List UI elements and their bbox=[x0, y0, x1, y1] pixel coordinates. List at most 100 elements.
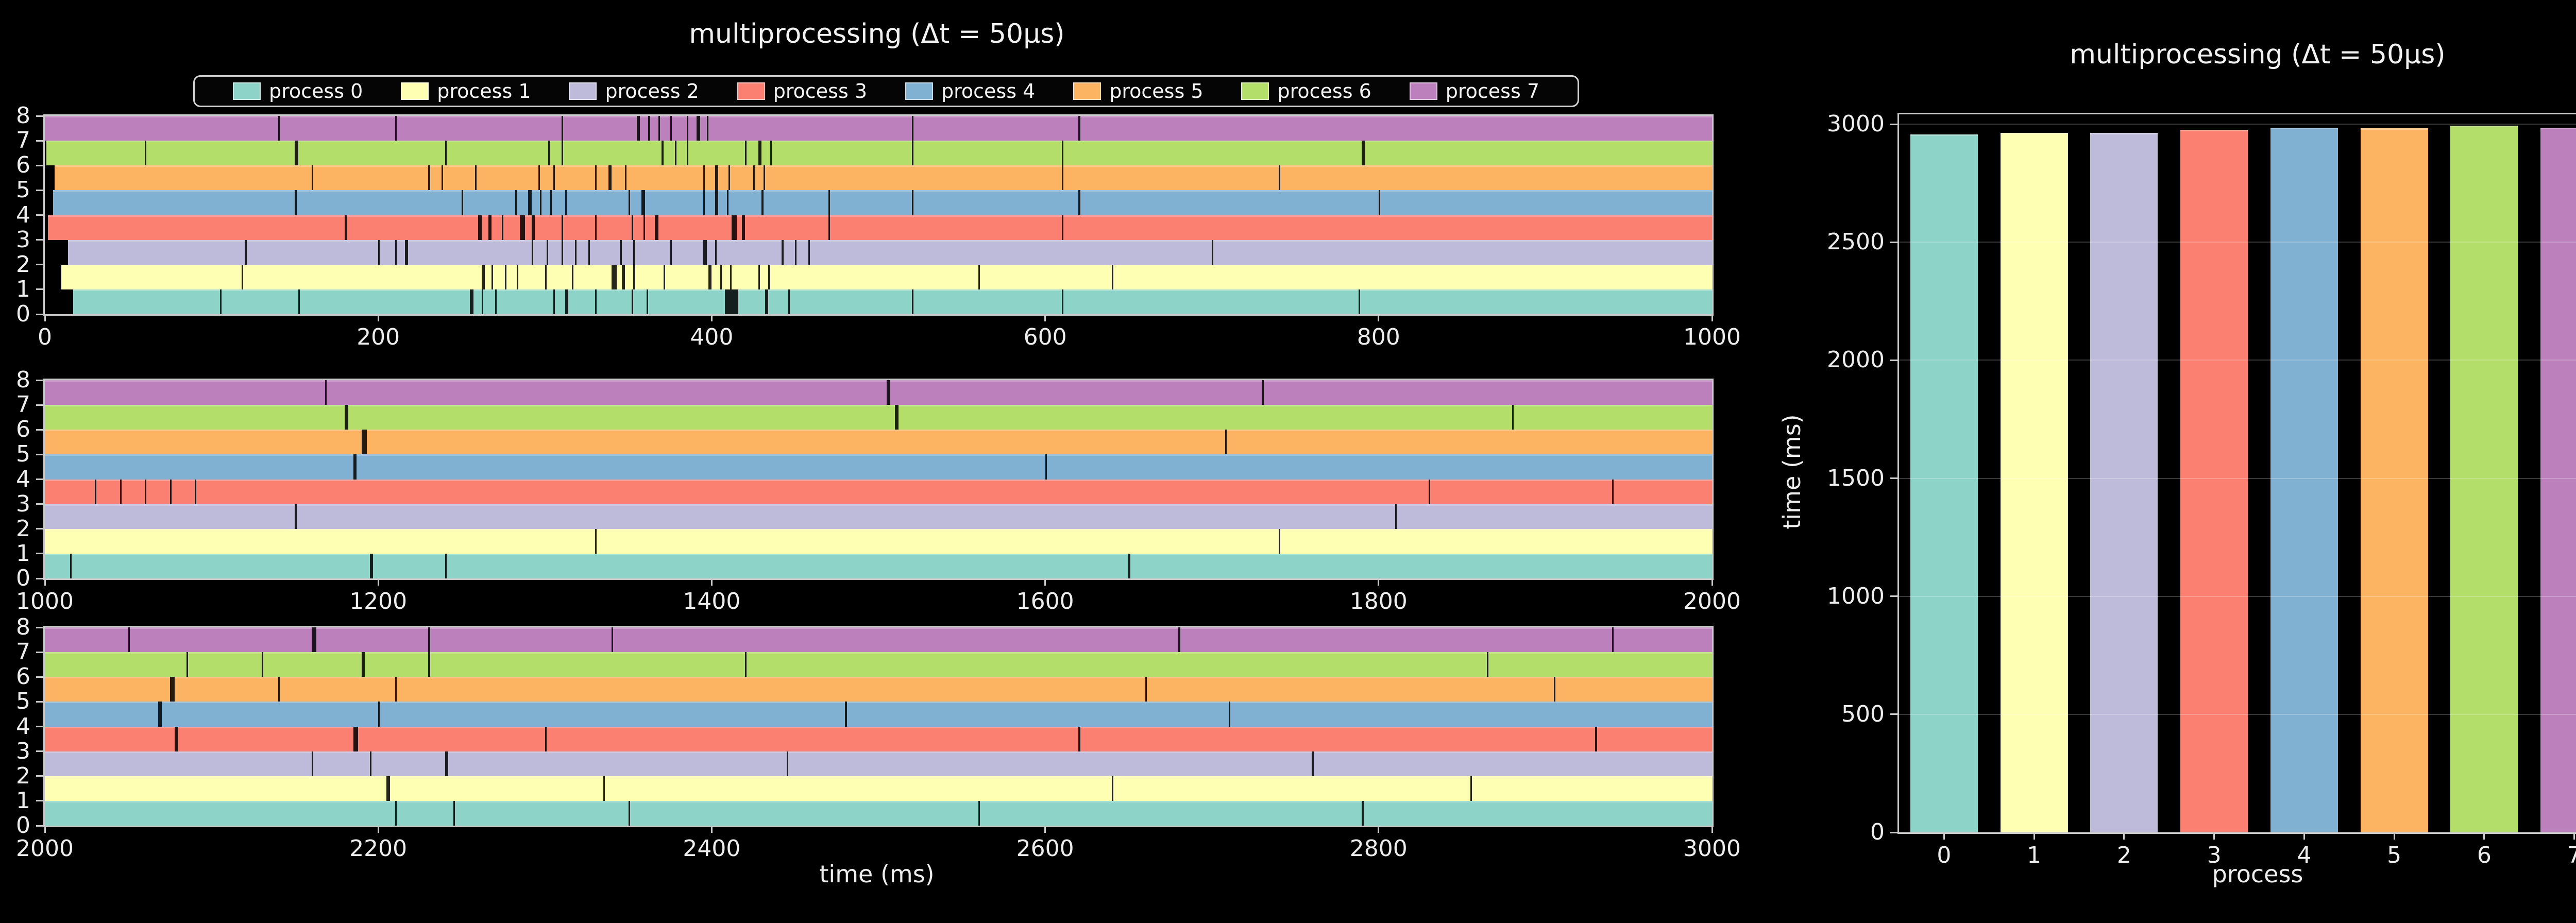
x-tick-label: 200 bbox=[357, 324, 400, 350]
scheduler-gap bbox=[295, 504, 297, 529]
y-tick bbox=[1890, 831, 1897, 833]
scheduler-gap bbox=[553, 289, 555, 314]
scheduler-gap bbox=[1553, 677, 1555, 702]
y-tick-label: 5 bbox=[16, 177, 30, 203]
y-tick bbox=[36, 553, 43, 555]
x-tick-label: 2400 bbox=[683, 835, 741, 862]
scheduler-gap bbox=[595, 528, 597, 554]
legend-swatch-process-7 bbox=[1409, 82, 1437, 100]
y-tick bbox=[36, 528, 43, 530]
scheduler-gap bbox=[311, 751, 313, 776]
gridline bbox=[1899, 595, 2576, 597]
legend-item-label: process 6 bbox=[1277, 80, 1371, 102]
scheduler-gap bbox=[562, 240, 564, 265]
scheduler-gap bbox=[562, 215, 564, 240]
y-tick-label: 7 bbox=[16, 639, 30, 665]
legend-swatch-process-4 bbox=[905, 82, 933, 100]
x-tick-label: 0 bbox=[38, 324, 52, 350]
plot-area bbox=[45, 380, 1712, 578]
y-tick bbox=[1890, 713, 1897, 715]
scheduler-gap bbox=[1112, 776, 1114, 801]
x-tick-label: 7 bbox=[2567, 842, 2576, 868]
scheduler-gap bbox=[720, 264, 722, 289]
scheduler-gap bbox=[378, 240, 380, 265]
y-tick bbox=[36, 379, 43, 381]
scheduler-gap bbox=[492, 264, 494, 289]
scheduler-gap bbox=[625, 165, 627, 191]
y-tick-label: 4 bbox=[16, 201, 30, 228]
y-tick-label: 2000 bbox=[1827, 347, 1885, 373]
scheduler-gap bbox=[911, 141, 913, 166]
timeline-axes-0-1000: 0 1 2 3 4 5 6 7 8 0 200 400 600 800 1000 bbox=[16, 104, 1741, 349]
y-tick bbox=[36, 189, 43, 191]
scheduler-gap bbox=[1395, 504, 1397, 529]
x-tick-label: 600 bbox=[1023, 324, 1067, 350]
scheduler-gap bbox=[1045, 454, 1047, 480]
y-tick-label: 7 bbox=[16, 391, 30, 418]
y-tick-label: 3 bbox=[16, 490, 30, 517]
gridline bbox=[1899, 124, 2576, 125]
scheduler-gap bbox=[501, 215, 503, 240]
scheduler-gap bbox=[765, 289, 769, 314]
scheduler-gap bbox=[1612, 627, 1614, 653]
x-tick bbox=[377, 314, 379, 321]
scheduler-gap bbox=[647, 289, 649, 314]
x-tick-label: 4 bbox=[2297, 842, 2312, 868]
scheduler-gap bbox=[612, 264, 617, 289]
scheduler-gap bbox=[1362, 800, 1364, 826]
scheduler-gap bbox=[445, 141, 447, 166]
y-tick bbox=[36, 651, 43, 653]
scheduler-gap bbox=[643, 215, 645, 240]
legend-item-label: process 2 bbox=[605, 80, 699, 102]
y-tick-label: 0 bbox=[16, 565, 30, 591]
bar-process-4 bbox=[2270, 127, 2338, 832]
scheduler-gap bbox=[732, 215, 737, 240]
y-tick-label: 0 bbox=[16, 301, 30, 327]
timeline-band-process-4 bbox=[45, 702, 1712, 727]
x-tick-label: 6 bbox=[2477, 842, 2492, 868]
x-tick bbox=[1044, 314, 1046, 321]
scheduler-gap bbox=[562, 116, 564, 141]
y-tick bbox=[36, 264, 43, 266]
scheduler-gap bbox=[1145, 677, 1147, 702]
scheduler-gap bbox=[770, 141, 772, 166]
legend-item-process-5: process 5 bbox=[1073, 80, 1204, 102]
y-tick bbox=[36, 453, 43, 455]
scheduler-gap bbox=[395, 677, 397, 702]
scheduler-gap bbox=[515, 190, 517, 215]
y-tick-label: 4 bbox=[16, 466, 30, 492]
x-tick bbox=[1378, 578, 1380, 586]
scheduler-gap bbox=[758, 264, 760, 289]
timeline-axes-1000-2000: 0 1 2 3 4 5 6 7 8 1000 1200 1400 1600 1800 2000 bbox=[16, 368, 1741, 613]
scheduler-gap bbox=[658, 116, 660, 141]
scheduler-gap bbox=[445, 751, 449, 776]
scheduler-gap bbox=[1595, 726, 1597, 751]
y-tick-label: 6 bbox=[16, 663, 30, 690]
scheduler-gap bbox=[481, 289, 484, 314]
scheduler-gap bbox=[470, 289, 473, 314]
scheduler-gap bbox=[295, 141, 298, 166]
scheduler-gap bbox=[632, 289, 634, 314]
bar-process-1 bbox=[2000, 133, 2068, 832]
timeline-band-process-7 bbox=[45, 116, 1712, 141]
bar-title: multiprocessing (Δt = 50μs) bbox=[2070, 39, 2446, 70]
scheduler-gap bbox=[548, 141, 550, 166]
legend-item-process-6: process 6 bbox=[1241, 80, 1371, 102]
legend-item-label: process 3 bbox=[773, 80, 867, 102]
y-tick bbox=[36, 214, 43, 216]
scheduler-gap bbox=[63, 240, 65, 265]
plot-area bbox=[45, 116, 1712, 314]
timeline-band-process-2 bbox=[68, 240, 1712, 265]
legend-item-process-3: process 3 bbox=[737, 80, 867, 102]
scheduler-gap bbox=[758, 141, 762, 166]
scheduler-gap bbox=[595, 165, 597, 191]
scheduler-gap bbox=[395, 800, 397, 826]
scheduler-gap bbox=[633, 240, 635, 265]
legend-swatch-process-5 bbox=[1073, 82, 1101, 100]
y-tick bbox=[36, 800, 43, 802]
y-tick bbox=[1890, 359, 1897, 361]
legend-item-process-1: process 1 bbox=[401, 80, 531, 102]
scheduler-gap bbox=[787, 751, 789, 776]
scheduler-gap bbox=[1061, 141, 1064, 166]
scheduler-gap bbox=[730, 264, 732, 289]
